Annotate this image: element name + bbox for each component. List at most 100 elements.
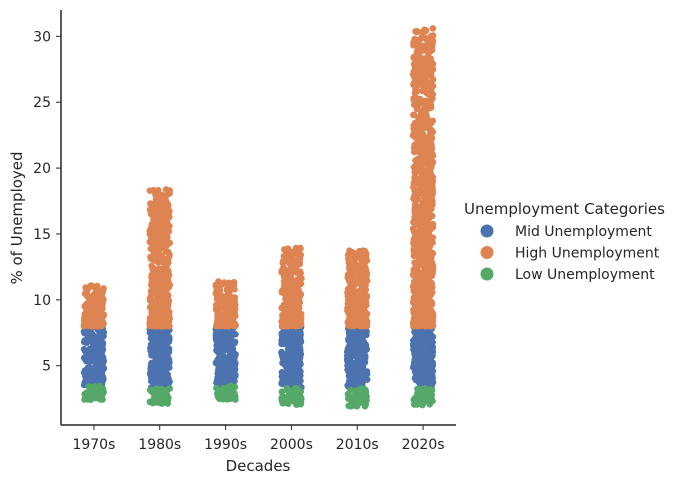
data-point xyxy=(414,240,421,248)
data-point xyxy=(280,265,287,273)
data-point xyxy=(414,307,422,314)
data-point xyxy=(229,316,237,323)
data-point xyxy=(360,339,367,347)
data-point xyxy=(287,297,295,304)
data-point xyxy=(351,335,359,343)
data-point xyxy=(424,365,431,373)
data-point xyxy=(296,252,304,259)
data-point xyxy=(228,304,235,312)
y-tick-label: 15 xyxy=(33,227,51,243)
data-point xyxy=(415,217,422,224)
data-point xyxy=(280,315,288,322)
data-point xyxy=(215,355,222,363)
data-point xyxy=(295,294,302,302)
data-point xyxy=(413,102,421,110)
data-point xyxy=(359,345,367,352)
data-point xyxy=(154,210,162,217)
series-high-unemployment xyxy=(80,25,437,330)
data-point xyxy=(290,304,298,311)
data-point xyxy=(418,152,426,159)
data-point xyxy=(363,272,370,279)
data-point xyxy=(425,237,432,244)
data-point xyxy=(428,249,436,257)
data-point xyxy=(416,188,423,195)
data-point xyxy=(284,339,292,347)
data-point xyxy=(418,136,425,143)
data-point xyxy=(292,388,299,395)
data-point xyxy=(411,374,419,382)
data-point xyxy=(289,268,296,275)
data-point xyxy=(411,119,419,127)
data-point xyxy=(227,355,235,363)
legend-label: Mid Unemployment xyxy=(515,224,652,240)
data-point xyxy=(232,359,239,367)
data-point xyxy=(165,253,173,260)
data-point xyxy=(420,309,427,316)
data-point xyxy=(278,340,285,348)
data-point xyxy=(150,233,157,241)
x-tick-label: 2010s xyxy=(336,437,379,453)
data-point xyxy=(97,331,104,339)
data-point xyxy=(151,332,159,340)
data-point xyxy=(280,399,288,406)
data-point xyxy=(166,239,173,247)
series-mid-unemployment xyxy=(80,322,437,392)
x-tick-label: 1970s xyxy=(72,437,115,453)
data-point xyxy=(96,337,104,345)
data-point xyxy=(410,163,418,171)
data-point xyxy=(346,362,354,370)
x-tick-label: 2020s xyxy=(402,437,445,453)
data-point xyxy=(151,215,159,222)
data-point xyxy=(158,195,166,203)
data-point xyxy=(94,363,102,371)
data-point xyxy=(146,319,154,326)
data-point xyxy=(344,271,352,279)
data-point xyxy=(87,356,95,364)
y-tick-label: 25 xyxy=(33,95,51,111)
data-point xyxy=(350,314,358,321)
data-point xyxy=(427,164,434,171)
data-point xyxy=(426,319,434,327)
data-point xyxy=(415,40,422,47)
data-point xyxy=(160,207,168,215)
data-point xyxy=(429,343,437,351)
data-point xyxy=(146,206,154,213)
data-point xyxy=(231,389,238,397)
data-point xyxy=(154,203,161,211)
data-point xyxy=(148,308,156,316)
data-point xyxy=(427,352,434,360)
data-point xyxy=(350,301,358,308)
data-point xyxy=(166,281,173,289)
data-point xyxy=(279,378,286,385)
data-point xyxy=(427,188,435,195)
data-point xyxy=(293,401,300,408)
y-ticks: 5 10 15 20 25 30 xyxy=(33,29,61,375)
data-point xyxy=(158,297,166,305)
data-point xyxy=(214,301,222,309)
data-point xyxy=(148,388,155,395)
data-point xyxy=(286,259,293,266)
data-point xyxy=(418,391,425,399)
data-point xyxy=(99,343,106,350)
legend-marker xyxy=(480,246,494,259)
data-point xyxy=(282,357,289,365)
data-point xyxy=(417,233,425,240)
data-point xyxy=(345,381,353,388)
data-point xyxy=(429,32,437,39)
data-point xyxy=(217,361,225,368)
data-point xyxy=(161,229,168,237)
data-point xyxy=(221,301,228,308)
data-point xyxy=(427,55,434,62)
data-point xyxy=(152,222,160,229)
data-point xyxy=(414,80,422,87)
data-point xyxy=(94,282,101,290)
y-axis-label: % of Unemployed xyxy=(8,151,26,284)
data-point xyxy=(297,245,304,252)
data-point xyxy=(162,248,170,255)
data-point xyxy=(418,376,425,383)
data-point xyxy=(284,365,292,372)
data-point xyxy=(86,317,94,325)
data-point xyxy=(164,396,171,404)
data-point xyxy=(411,246,418,253)
